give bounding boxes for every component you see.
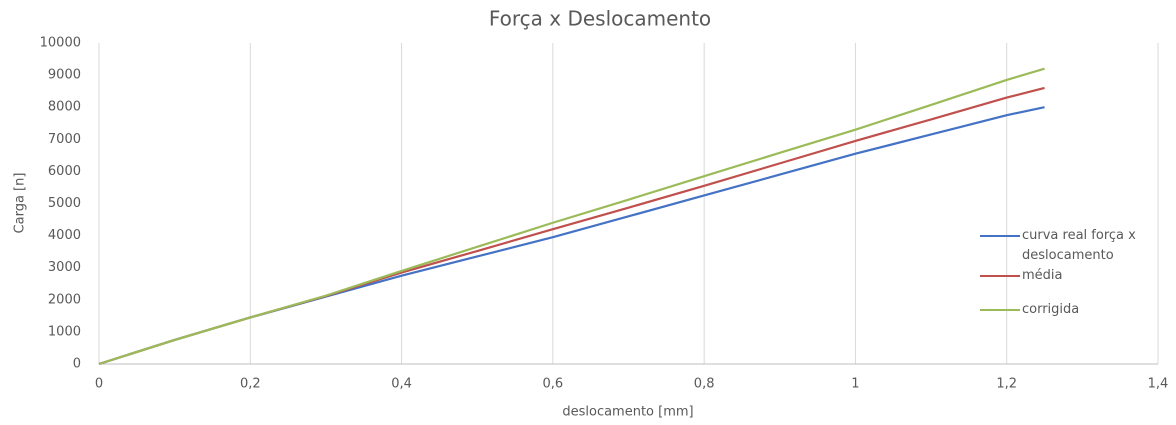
legend-swatch [980, 309, 1020, 311]
x-tick-label: 0 [95, 377, 103, 392]
x-axis-label: deslocamento [mm] [562, 405, 693, 420]
y-tick-label: 5000 [48, 196, 81, 211]
x-tick-label: 0,4 [391, 377, 412, 392]
legend-swatch [980, 235, 1020, 237]
y-tick-label: 4000 [48, 228, 81, 243]
y-tick-label: 10000 [40, 36, 81, 51]
y-tick-label: 1000 [48, 324, 81, 339]
x-tick-label: 1,2 [996, 377, 1017, 392]
y-tick-label: 6000 [48, 164, 81, 179]
x-tick-label: 0,2 [240, 377, 261, 392]
y-tick-label: 2000 [48, 292, 81, 307]
legend-item: média [978, 266, 1168, 286]
y-tick-label: 0 [73, 357, 81, 372]
legend-item: curva real força x deslocamento [978, 226, 1168, 266]
chart-title: Força x Deslocamento [489, 7, 711, 31]
series-line [98, 67, 1045, 366]
x-tick-label: 1 [851, 377, 859, 392]
x-tick-label: 0,6 [543, 377, 564, 392]
y-tick-label: 8000 [48, 100, 81, 115]
legend-swatch [980, 275, 1020, 277]
y-tick-label: 9000 [48, 68, 81, 83]
series-line [98, 106, 1045, 366]
x-tick-label: 1,4 [1148, 377, 1169, 392]
legend-label: média [1022, 268, 1063, 283]
legend: curva real força x deslocamento média corr… [978, 226, 1168, 320]
y-tick-label: 7000 [48, 132, 81, 147]
legend-item: corrigida [978, 300, 1168, 320]
legend-label: corrigida [1022, 302, 1080, 317]
series-line [98, 86, 1045, 366]
legend-label: curva real força x deslocamento [1022, 228, 1136, 263]
y-axis-label: Carga [n] [13, 173, 28, 234]
y-tick-label: 3000 [48, 260, 81, 275]
x-tick-label: 0,8 [694, 377, 715, 392]
